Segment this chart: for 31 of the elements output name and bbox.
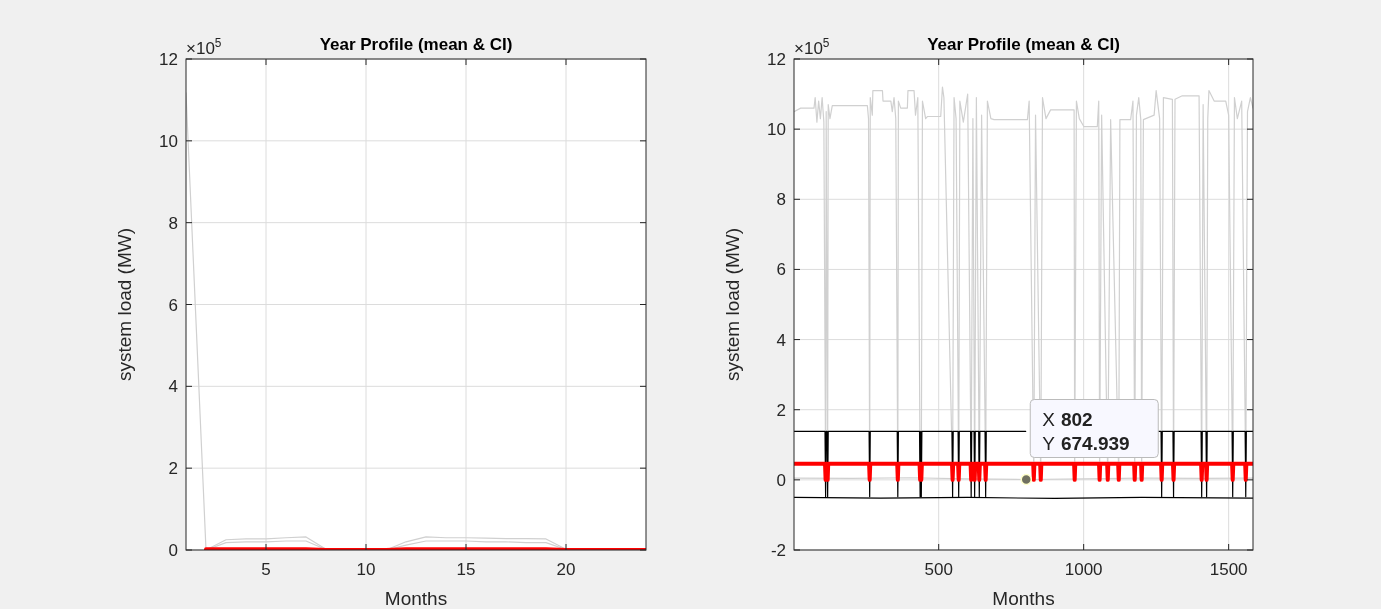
y-tick-label: 0 <box>776 470 786 490</box>
chart-title: Year Profile (mean & CI) <box>927 35 1120 54</box>
y-tick-label: 4 <box>168 377 178 397</box>
y-tick-label: 0 <box>168 541 178 560</box>
y-tick-label: 12 <box>159 50 178 69</box>
y-tick-label: 2 <box>168 459 178 479</box>
x-tick-label: 10 <box>356 560 376 579</box>
y-axis-title: system load (MW) <box>114 227 135 382</box>
x-axis-title: Months <box>992 588 1055 609</box>
y-tick-label: 2 <box>776 400 786 420</box>
y-tick-label: 8 <box>168 213 178 233</box>
x-axis-title: Months <box>384 588 448 609</box>
y-tick-label: 6 <box>776 260 786 280</box>
y-axis-title: system load (MW) <box>722 227 743 382</box>
x-tick-label: 1500 <box>1209 560 1248 579</box>
y-tick-label: 10 <box>159 131 178 151</box>
text: ×10$^{5}$ <box>186 36 222 58</box>
y-tick-label: 6 <box>168 295 178 315</box>
x-tick-label: 500 <box>924 560 953 579</box>
y-tick-label: 4 <box>776 330 786 350</box>
y-tick-label: 12 <box>767 50 786 69</box>
y-tick-label: 8 <box>776 190 786 210</box>
annotation: X 802 Y 674.939 <box>1042 408 1130 454</box>
x-tick-label: 20 <box>556 560 576 579</box>
y-tick-label: -2 <box>770 541 786 560</box>
x-tick-label: 1000 <box>1064 560 1103 579</box>
text: ×10$^{5}$ <box>794 36 830 58</box>
y-tick-label: 10 <box>767 120 786 140</box>
x-tick-label: 15 <box>456 560 476 579</box>
x-tick-label: 5 <box>261 560 271 579</box>
chart-title: Year Profile (mean & CI) <box>319 35 513 54</box>
